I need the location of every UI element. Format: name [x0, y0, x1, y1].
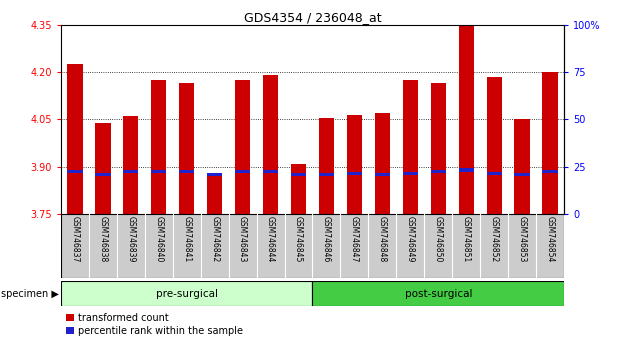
- Text: GSM746854: GSM746854: [545, 216, 554, 262]
- Text: GSM746844: GSM746844: [266, 216, 275, 262]
- Bar: [61, 281, 313, 306]
- Text: GSM746851: GSM746851: [462, 216, 470, 262]
- Text: GSM746849: GSM746849: [406, 216, 415, 262]
- Bar: [375, 113, 390, 214]
- Text: GSM746848: GSM746848: [378, 216, 387, 262]
- Legend: transformed count, percentile rank within the sample: transformed count, percentile rank withi…: [66, 313, 244, 336]
- Bar: [403, 80, 418, 214]
- Text: GSM746843: GSM746843: [238, 216, 247, 262]
- Bar: [263, 75, 278, 214]
- Bar: [319, 173, 334, 176]
- Text: GSM746846: GSM746846: [322, 216, 331, 262]
- Bar: [179, 83, 194, 214]
- Text: GSM746842: GSM746842: [210, 216, 219, 262]
- Bar: [515, 173, 530, 176]
- Bar: [207, 173, 222, 176]
- Bar: [291, 164, 306, 214]
- Text: specimen ▶: specimen ▶: [1, 289, 59, 299]
- Text: GSM746841: GSM746841: [182, 216, 191, 262]
- Title: GDS4354 / 236048_at: GDS4354 / 236048_at: [244, 11, 381, 24]
- Bar: [458, 26, 474, 214]
- Bar: [151, 80, 167, 214]
- Bar: [347, 115, 362, 214]
- Bar: [207, 173, 222, 214]
- Text: GSM746838: GSM746838: [98, 216, 107, 262]
- Bar: [123, 170, 138, 173]
- Bar: [542, 170, 558, 173]
- Bar: [347, 172, 362, 175]
- Text: post-surgical: post-surgical: [404, 289, 472, 299]
- Bar: [403, 172, 418, 175]
- Bar: [95, 173, 110, 176]
- Bar: [95, 122, 110, 214]
- Text: GSM746845: GSM746845: [294, 216, 303, 262]
- Bar: [263, 170, 278, 173]
- Text: GSM746847: GSM746847: [350, 216, 359, 262]
- Text: GSM746852: GSM746852: [490, 216, 499, 262]
- Bar: [487, 172, 502, 175]
- Bar: [291, 173, 306, 176]
- Text: GSM746850: GSM746850: [434, 216, 443, 262]
- Text: GSM746837: GSM746837: [71, 216, 79, 262]
- Bar: [67, 64, 83, 214]
- Bar: [235, 170, 250, 173]
- Bar: [431, 83, 446, 214]
- Bar: [313, 281, 564, 306]
- Bar: [431, 170, 446, 173]
- Bar: [515, 120, 530, 214]
- Bar: [67, 170, 83, 173]
- Bar: [235, 80, 250, 214]
- Bar: [375, 173, 390, 176]
- Bar: [542, 72, 558, 214]
- Bar: [487, 77, 502, 214]
- Text: GSM746839: GSM746839: [126, 216, 135, 262]
- Text: GSM746853: GSM746853: [518, 216, 527, 262]
- Bar: [319, 118, 334, 214]
- Text: GSM746840: GSM746840: [154, 216, 163, 262]
- Text: pre-surgical: pre-surgical: [156, 289, 218, 299]
- Bar: [123, 116, 138, 214]
- Bar: [151, 170, 167, 173]
- Bar: [179, 170, 194, 173]
- Bar: [458, 169, 474, 172]
